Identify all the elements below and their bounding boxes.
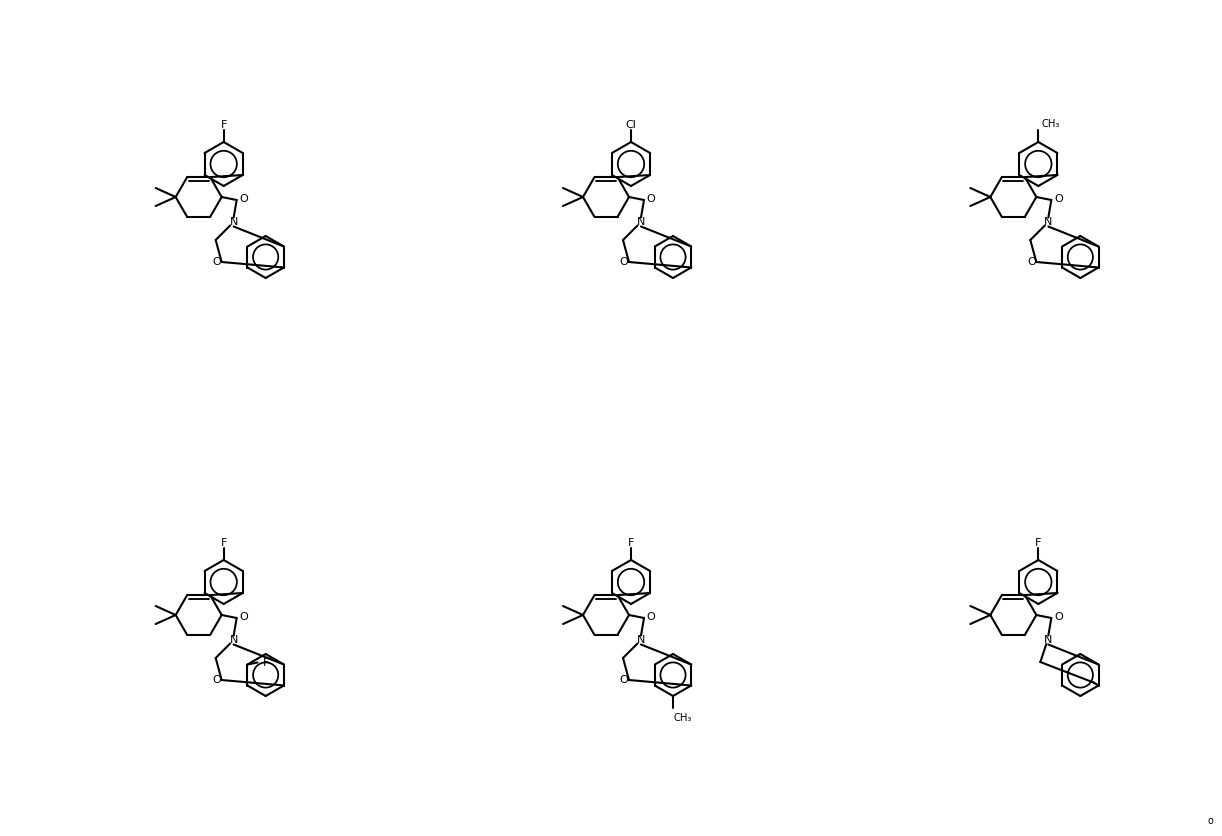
Text: O: O: [620, 675, 628, 685]
Text: CH₃: CH₃: [1041, 119, 1059, 129]
Text: O: O: [646, 612, 655, 622]
Text: O: O: [240, 612, 248, 622]
Text: O: O: [1053, 194, 1063, 204]
Text: O: O: [213, 257, 221, 267]
Text: O: O: [240, 194, 248, 204]
Text: N: N: [1044, 217, 1052, 227]
Text: F: F: [1035, 538, 1041, 548]
Text: O: O: [620, 257, 628, 267]
Text: O: O: [646, 194, 655, 204]
Text: o: o: [1207, 816, 1213, 826]
Text: F: F: [263, 657, 269, 667]
Text: CH₃: CH₃: [675, 713, 693, 723]
Text: N: N: [637, 635, 645, 645]
Text: N: N: [637, 217, 645, 227]
Text: O: O: [213, 675, 221, 685]
Text: Cl: Cl: [626, 120, 637, 130]
Text: O: O: [1026, 257, 1036, 267]
Text: N: N: [230, 635, 238, 645]
Text: F: F: [220, 120, 227, 130]
Text: F: F: [628, 538, 634, 548]
Text: O: O: [1053, 612, 1063, 622]
Text: N: N: [1044, 635, 1052, 645]
Text: F: F: [220, 538, 227, 548]
Text: N: N: [230, 217, 238, 227]
